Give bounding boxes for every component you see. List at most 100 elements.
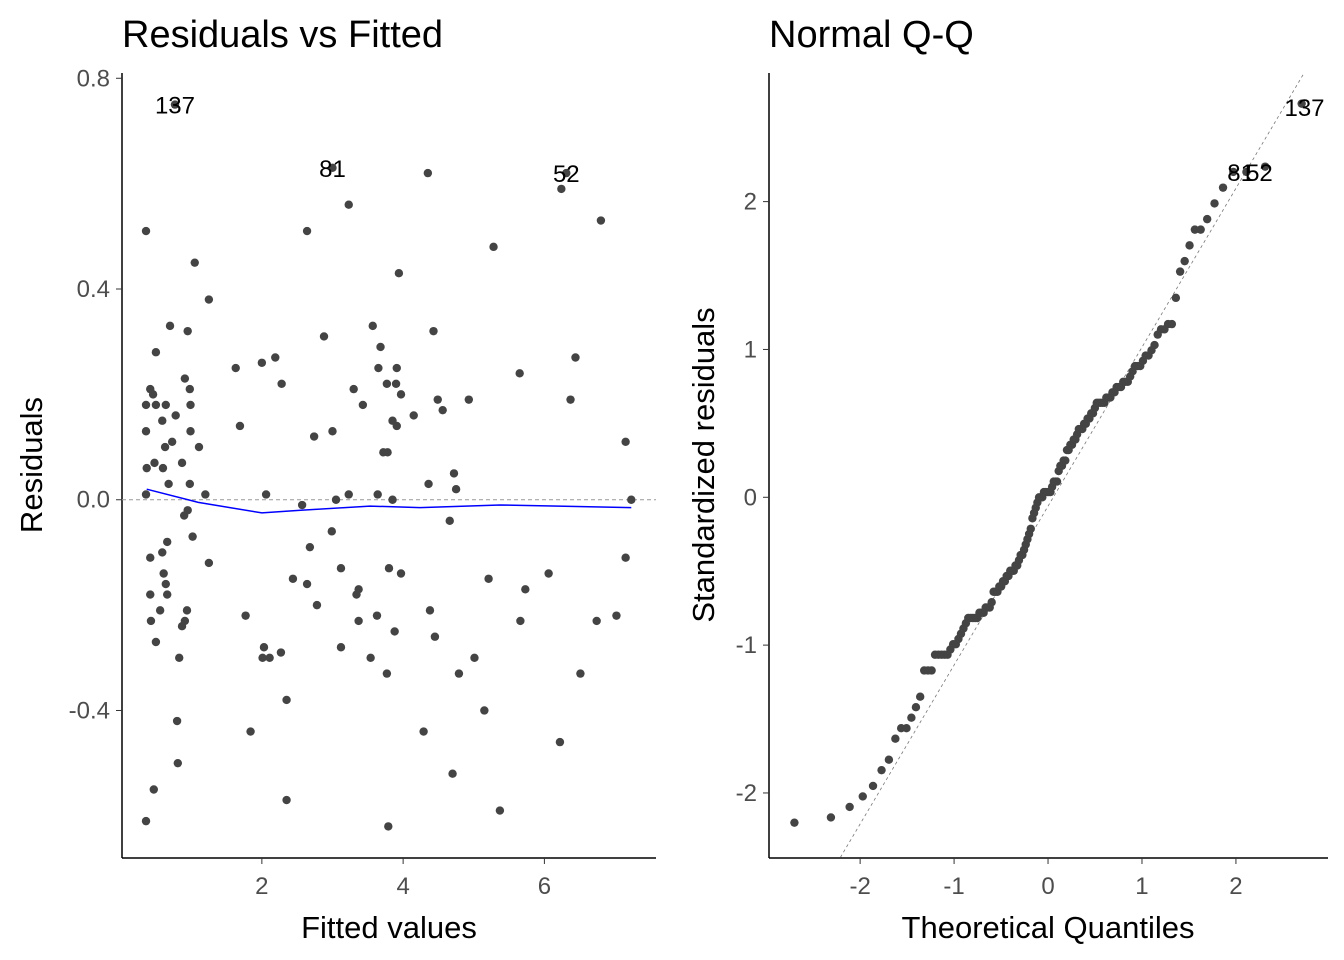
data-point xyxy=(319,332,329,341)
data-point xyxy=(161,579,170,589)
data-point xyxy=(158,416,167,425)
data-point xyxy=(158,548,167,557)
residuals-vs-fitted-panel: 2 4 6 -0.4 0.0 0.4 0.8 137 81 52 xyxy=(69,65,656,900)
data-point xyxy=(454,669,464,678)
qq-point xyxy=(877,765,886,775)
data-point xyxy=(383,448,392,457)
data-point xyxy=(159,569,168,578)
qq-point xyxy=(1218,183,1228,192)
data-point xyxy=(396,390,406,399)
data-point xyxy=(312,600,322,610)
y-tick-label: -0.4 xyxy=(69,697,110,724)
qq-point xyxy=(858,792,867,801)
data-point xyxy=(235,421,245,431)
data-point xyxy=(384,822,393,831)
data-point xyxy=(182,606,192,615)
data-point xyxy=(188,532,197,541)
data-point xyxy=(495,806,505,815)
data-point xyxy=(142,463,151,473)
y-tick-label: -2 xyxy=(736,780,757,807)
data-point xyxy=(257,358,267,367)
data-point xyxy=(419,727,428,736)
point-label: 52 xyxy=(553,161,580,188)
qq-point xyxy=(911,703,921,712)
data-point xyxy=(158,463,168,473)
data-point xyxy=(265,653,274,662)
data-point xyxy=(175,653,184,662)
data-point xyxy=(163,537,172,547)
data-point xyxy=(470,653,479,662)
qq-point xyxy=(1180,256,1189,266)
data-point xyxy=(328,427,337,436)
data-point xyxy=(172,716,182,726)
x-tick-label: 4 xyxy=(396,873,409,900)
data-point xyxy=(141,427,151,436)
qq-point xyxy=(1061,456,1070,465)
data-point xyxy=(173,758,183,768)
data-point xyxy=(448,769,457,778)
qq-point xyxy=(1196,225,1205,234)
data-point xyxy=(621,553,630,562)
data-point xyxy=(424,479,433,489)
data-point xyxy=(141,816,151,826)
data-point xyxy=(344,490,353,499)
data-point xyxy=(161,400,170,410)
data-point xyxy=(259,643,269,652)
qq-point xyxy=(1297,99,1306,108)
data-point xyxy=(396,569,406,578)
data-point xyxy=(336,643,346,652)
data-point xyxy=(464,395,474,404)
data-point xyxy=(349,384,358,394)
data-point xyxy=(151,348,161,357)
qq-point xyxy=(1210,199,1219,208)
y-tick-label: 2 xyxy=(744,189,757,216)
data-point xyxy=(409,411,418,420)
data-point xyxy=(190,258,199,267)
data-point xyxy=(302,579,312,589)
data-point xyxy=(277,379,286,389)
data-point xyxy=(566,395,575,404)
point-label: 81 xyxy=(1227,160,1254,187)
data-point xyxy=(246,727,255,736)
data-point xyxy=(562,168,571,178)
point-label: 81 xyxy=(319,156,346,183)
y-tick-label: 0.8 xyxy=(77,65,110,92)
data-point xyxy=(392,363,401,373)
data-point xyxy=(388,495,397,504)
point-label: 137 xyxy=(155,93,195,120)
data-point xyxy=(204,295,214,304)
qq-point xyxy=(1052,477,1062,486)
data-point xyxy=(368,321,377,331)
data-point xyxy=(164,479,173,489)
data-point xyxy=(374,363,383,373)
y-tick-label: 1 xyxy=(744,336,757,363)
qq-point xyxy=(826,813,836,822)
data-point xyxy=(344,200,353,209)
data-point xyxy=(297,500,307,510)
data-point xyxy=(352,590,361,599)
qq-point xyxy=(1026,524,1035,533)
left-y-axis-title: Residuals xyxy=(14,397,49,533)
data-point xyxy=(201,490,210,499)
data-point xyxy=(382,669,392,678)
data-point xyxy=(258,653,267,662)
qq-point xyxy=(1167,319,1177,329)
data-point xyxy=(185,479,195,489)
data-point xyxy=(151,400,161,410)
data-point xyxy=(149,785,158,794)
x-tick-label: 1 xyxy=(1135,873,1148,900)
right-title: Normal Q-Q xyxy=(769,14,974,56)
qq-point xyxy=(868,781,878,791)
data-point xyxy=(241,611,250,620)
data-point xyxy=(271,353,280,362)
data-point xyxy=(433,395,442,404)
data-point xyxy=(141,226,151,236)
data-point xyxy=(612,611,621,620)
data-point xyxy=(185,384,195,394)
data-point xyxy=(155,606,165,615)
data-point xyxy=(194,442,204,452)
data-point xyxy=(621,437,630,446)
data-point xyxy=(423,168,433,178)
data-point xyxy=(489,242,498,252)
y-tick-label: 0.4 xyxy=(77,276,110,303)
